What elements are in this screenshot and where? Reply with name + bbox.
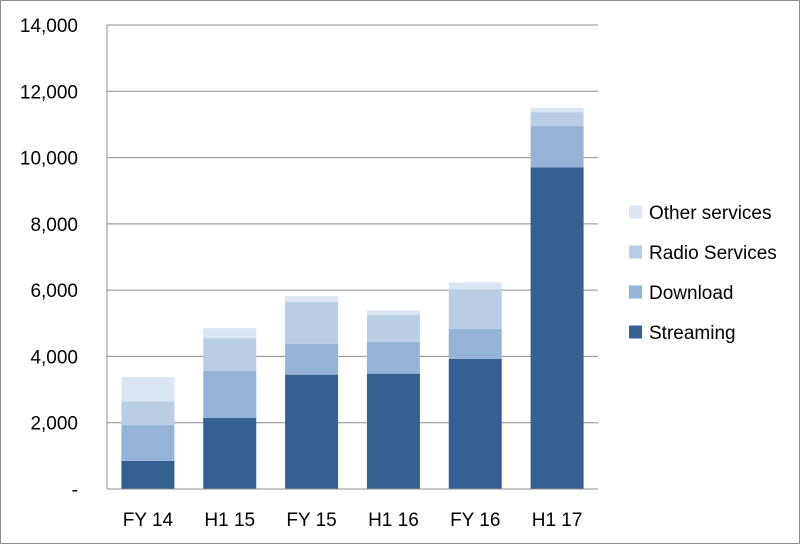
bar-segment-radio-services-h1-17 [530,112,584,127]
y-tick-label: 14,000 [20,16,78,37]
gridlines [107,24,598,424]
x-tick-label: FY 16 [450,510,500,531]
bar-segment-streaming-h1-17 [530,167,584,489]
bar-segment-other-services-h1-16 [366,310,420,315]
legend: Other services Radio Services Download Stre… [629,203,777,344]
x-tick-label: FY 15 [286,510,336,531]
legend-label-streaming: Streaming [649,323,736,344]
bar-segment-other-services-h1-15 [203,328,257,339]
bar-segment-other-services-fy-16 [448,282,502,290]
legend-swatch-download [629,285,642,299]
x-tick-label: FY 14 [123,510,174,531]
x-tick-label: H1 17 [532,510,583,531]
bar-segment-radio-services-h1-15 [203,338,257,371]
legend-swatch-other-services [629,205,642,219]
bar-segment-download-fy-16 [448,328,502,359]
y-tick-label: - [72,480,78,501]
bar-segment-other-services-h1-17 [530,107,584,113]
legend-label-other-services: Other services [649,203,771,224]
y-tick-label: 8,000 [30,215,78,236]
bar-segment-download-h1-17 [530,126,584,168]
legend-swatch-streaming [629,325,642,339]
bars [121,107,584,489]
bar-segment-other-services-fy-15 [285,296,339,303]
y-tick-label: 12,000 [20,82,78,103]
x-tick-labels: FY 14 H1 15 FY 15 H1 16 FY 16 H1 17 [123,510,583,531]
bar-segment-download-h1-16 [366,341,420,374]
bar-segment-other-services-fy-14 [121,376,175,402]
y-tick-label: 6,000 [30,281,78,302]
bar-segment-streaming-h1-15 [203,417,257,489]
y-tick-labels: - 2,000 4,000 6,000 8,000 10,000 12,000 14,000 [20,16,78,501]
bar-segment-download-fy-14 [121,425,175,461]
bar-segment-download-fy-15 [285,343,339,375]
bar-segment-radio-services-fy-16 [448,289,502,329]
legend-label-radio-services: Radio Services [649,243,777,264]
bar-segment-download-h1-15 [203,370,257,418]
bar-segment-streaming-fy-14 [121,460,175,489]
y-tick-label: 2,000 [30,414,78,435]
x-tick-label: H1 15 [204,510,255,531]
bar-segment-streaming-fy-16 [448,358,502,489]
bar-segment-radio-services-fy-14 [121,401,175,426]
legend-swatch-radio-services [629,245,642,259]
bar-segment-radio-services-h1-16 [366,315,420,342]
bar-segment-radio-services-fy-15 [285,302,339,344]
bar-segment-streaming-fy-15 [285,374,339,489]
y-tick-label: 10,000 [20,149,78,170]
axes [106,25,598,490]
legend-label-download: Download [649,283,734,304]
y-tick-label: 4,000 [30,347,78,368]
x-tick-label: H1 16 [368,510,419,531]
bar-segment-streaming-h1-16 [366,373,420,489]
